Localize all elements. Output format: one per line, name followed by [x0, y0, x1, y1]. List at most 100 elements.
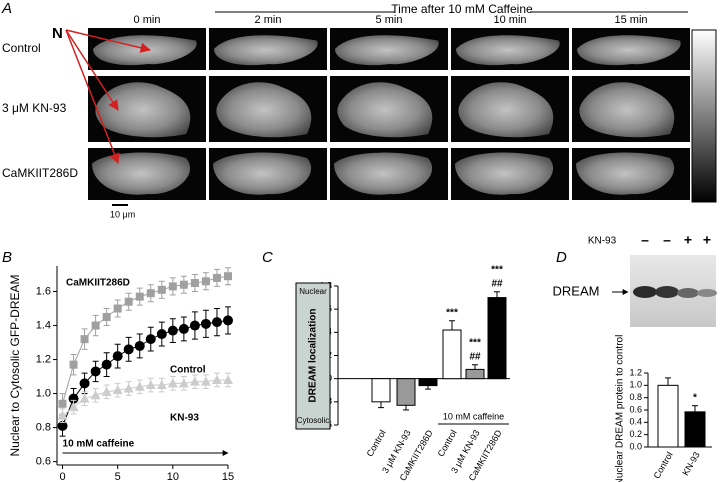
data-point	[167, 325, 178, 336]
bar	[684, 411, 706, 448]
data-point	[80, 335, 89, 344]
data-point	[156, 380, 167, 390]
data-point	[58, 399, 67, 408]
significance-mark: ***	[491, 264, 503, 275]
y-tick-label: 0.2	[629, 429, 642, 439]
data-point	[223, 374, 233, 384]
caffeine-label: 10 mM caffeine	[63, 439, 135, 450]
series-label: CaMKIIT286D	[66, 278, 130, 289]
cell	[213, 152, 312, 195]
cell	[458, 82, 554, 138]
panel-label: C	[262, 249, 273, 266]
data-point	[57, 420, 68, 431]
column-label: 0 min	[134, 14, 161, 26]
data-point	[223, 315, 233, 326]
data-point	[68, 393, 79, 404]
cell	[337, 82, 433, 138]
lane-sign: –	[663, 232, 671, 248]
x-tick-label: 10	[167, 471, 179, 482]
data-point	[124, 297, 133, 306]
panel-label: D	[556, 249, 567, 266]
data-point	[211, 374, 222, 384]
data-point	[179, 280, 188, 289]
series-label: KN-93	[170, 413, 199, 424]
localization-box	[295, 282, 331, 430]
box-bottom: Cytosolic	[297, 416, 329, 425]
nucleus-arrow	[65, 29, 152, 53]
y-tick-label: 1.4	[36, 319, 51, 331]
cell	[214, 35, 318, 66]
data-point	[134, 381, 145, 391]
blot-band	[633, 286, 657, 298]
bar	[396, 378, 416, 406]
cell	[577, 35, 681, 66]
data-point	[168, 282, 177, 291]
series-label: Control	[170, 365, 206, 376]
significance-mark: ##	[469, 351, 481, 362]
panel-label: B	[2, 249, 12, 266]
data-point	[156, 329, 167, 340]
data-point	[211, 317, 222, 328]
cell	[216, 82, 312, 138]
intensity-scale	[691, 29, 717, 203]
box-title: DREAM localization	[308, 309, 319, 403]
bar	[442, 329, 462, 380]
data-point	[91, 321, 100, 330]
y-axis-title: Nuclear DREAM protein to control	[615, 335, 626, 482]
nucleus-arrow	[65, 29, 120, 164]
lane-sign: –	[641, 232, 649, 248]
data-point	[178, 378, 189, 388]
column-label: 2 min	[255, 14, 282, 26]
data-point	[167, 378, 178, 388]
series-line	[62, 319, 229, 427]
bar	[418, 378, 438, 387]
y-tick-label: 0.8	[629, 392, 642, 402]
x-tick-label: Control	[652, 450, 675, 480]
data-point	[200, 318, 211, 329]
data-point	[101, 386, 112, 396]
cell	[95, 82, 191, 138]
x-tick-label: KN-93	[680, 450, 701, 477]
data-point	[224, 272, 232, 281]
data-point	[189, 376, 200, 386]
x-tick-label: 15	[222, 471, 234, 482]
western-blot	[612, 255, 717, 327]
data-point	[200, 376, 211, 386]
blot-band	[677, 288, 699, 298]
nucleus-arrow	[65, 29, 119, 111]
bar	[657, 384, 679, 448]
data-point	[189, 320, 200, 331]
data-point	[57, 410, 68, 420]
y-tick-label: 0.4	[629, 417, 642, 427]
significance-mark: ***	[469, 337, 481, 348]
data-point	[212, 273, 221, 282]
column-label: 10 min	[493, 14, 526, 26]
data-point	[135, 292, 144, 301]
data-point	[69, 360, 78, 369]
data-point	[68, 402, 79, 412]
lane-sign: +	[684, 232, 692, 248]
panel-a-title: Time after 10 mM Caffeine	[391, 2, 533, 16]
y-axis-title: Nuclear to Cytosolic GFP-DREAM	[8, 274, 22, 456]
bar	[371, 378, 391, 403]
significance-mark: ##	[491, 278, 503, 289]
x-tick-label: 0	[59, 471, 65, 482]
y-tick-label: 1.2	[36, 353, 51, 365]
column-label: 15 min	[614, 14, 647, 26]
data-point	[90, 390, 101, 400]
cell	[455, 152, 554, 195]
y-tick-label: 0.6	[36, 456, 51, 468]
bar	[487, 297, 507, 380]
cell	[334, 152, 433, 195]
row-label: Control	[2, 41, 41, 55]
data-point	[157, 285, 166, 294]
significance-mark: ***	[446, 307, 458, 318]
box-top: Nuclear	[299, 287, 327, 296]
row-label: CaMKIIT286D	[2, 166, 78, 180]
x-tick-label: Control	[436, 428, 459, 458]
data-point	[102, 313, 111, 322]
treatment-label: KN-93	[588, 236, 617, 247]
y-tick-label: 0.0	[629, 441, 642, 451]
significance-mark: *	[693, 392, 697, 403]
data-point	[113, 304, 122, 313]
